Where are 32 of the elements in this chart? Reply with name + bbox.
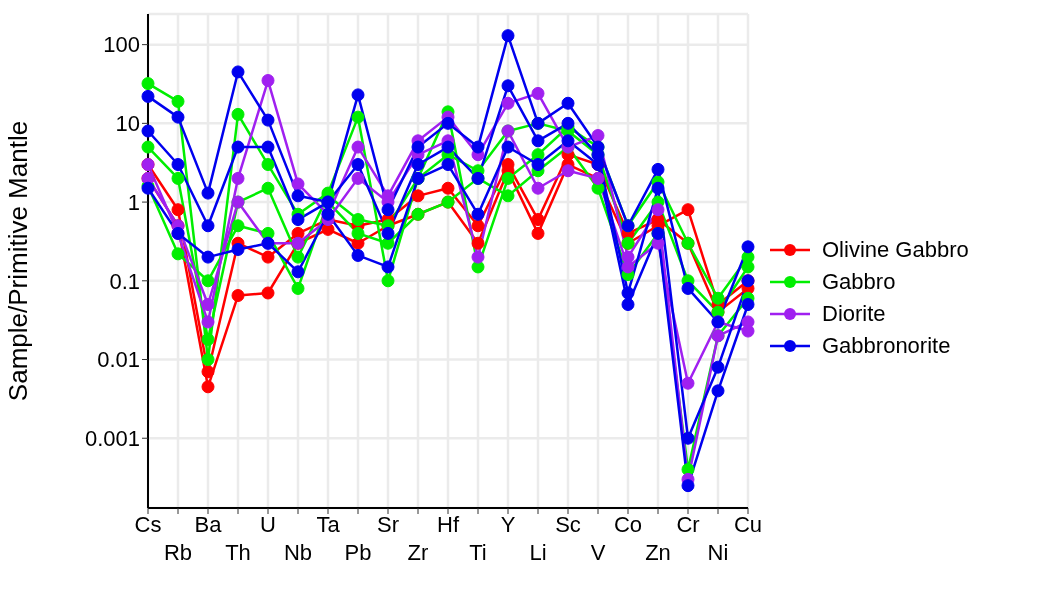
- y-tick-label: 0.01: [97, 347, 140, 373]
- x-tick-label: Y: [500, 512, 516, 537]
- x-tick-label: Cs: [134, 512, 162, 537]
- x-tick-label: Li: [529, 540, 547, 565]
- x-tick-label: U: [260, 512, 276, 537]
- x-tick-label: Ti: [469, 540, 487, 565]
- x-tick-label: Ba: [194, 512, 223, 537]
- legend-label: Gabbro: [822, 269, 896, 295]
- x-tick-label: Ni: [707, 540, 729, 565]
- x-tick-label: Zr: [407, 540, 429, 565]
- y-tick-label: 10: [115, 111, 140, 137]
- x-tick-label: Rb: [163, 540, 193, 565]
- x-tick-label: Ta: [316, 512, 341, 537]
- y-tick-label: 100: [103, 32, 140, 58]
- x-tick-label: Co: [613, 512, 643, 537]
- y-tick-label: 1: [127, 189, 140, 215]
- legend-label: Gabbronorite: [822, 333, 951, 359]
- x-tick-label: Pb: [344, 540, 372, 565]
- y-axis-title: Sample/Primitive Mantle: [3, 120, 34, 402]
- x-tick-label: Cr: [676, 512, 700, 537]
- legend-label: Diorite: [822, 301, 886, 327]
- x-tick-label: V: [590, 540, 606, 565]
- x-tick-label: Cu: [733, 512, 763, 537]
- x-tick-label: Th: [225, 540, 251, 565]
- legend-label: Olivine Gabbro: [822, 237, 969, 263]
- x-tick-label: Sr: [377, 512, 399, 537]
- x-tick-label: Nb: [283, 540, 313, 565]
- x-tick-label: Sc: [555, 512, 581, 537]
- y-tick-label: 0.001: [84, 426, 140, 452]
- x-tick-label: Hf: [437, 512, 460, 537]
- x-tick-label: Zn: [645, 540, 671, 565]
- y-tick-label: 0.1: [109, 268, 140, 294]
